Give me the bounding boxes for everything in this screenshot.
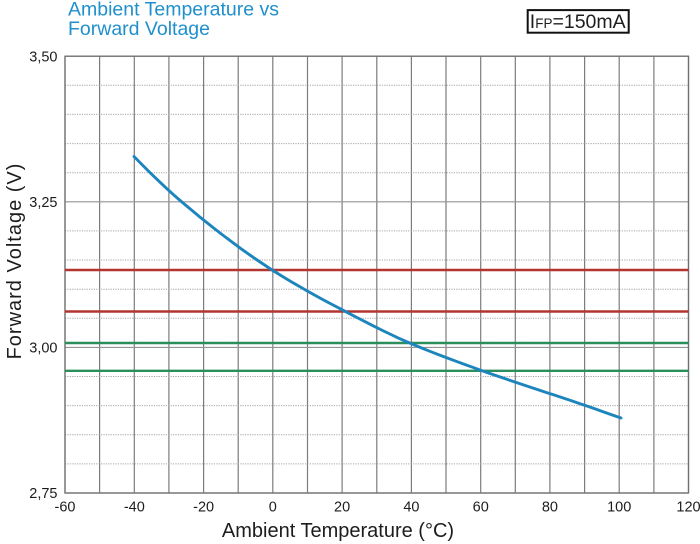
svg-text:100: 100 [607, 500, 631, 516]
svg-text:60: 60 [473, 500, 489, 516]
svg-text:Ambient Temperature vs: Ambient Temperature vs [68, 0, 279, 21]
svg-text:-60: -60 [55, 500, 76, 516]
svg-text:-20: -20 [193, 500, 214, 516]
svg-text:3,25: 3,25 [29, 195, 57, 211]
svg-text:Ambient Temperature (°C): Ambient Temperature (°C) [222, 520, 454, 542]
svg-text:80: 80 [542, 500, 558, 516]
svg-text:3,50: 3,50 [29, 49, 57, 65]
svg-text:Forward Voltage: Forward Voltage [68, 18, 210, 40]
svg-text:40: 40 [403, 500, 419, 516]
svg-text:20: 20 [334, 500, 350, 516]
svg-text:IFP=150mA: IFP=150mA [530, 11, 626, 33]
svg-text:Forward Voltage (V): Forward Voltage (V) [4, 163, 26, 360]
svg-text:0: 0 [269, 500, 277, 516]
svg-text:3,00: 3,00 [29, 341, 57, 357]
svg-text:-40: -40 [124, 500, 145, 516]
svg-text:2,75: 2,75 [29, 486, 57, 502]
svg-text:120: 120 [676, 500, 700, 516]
